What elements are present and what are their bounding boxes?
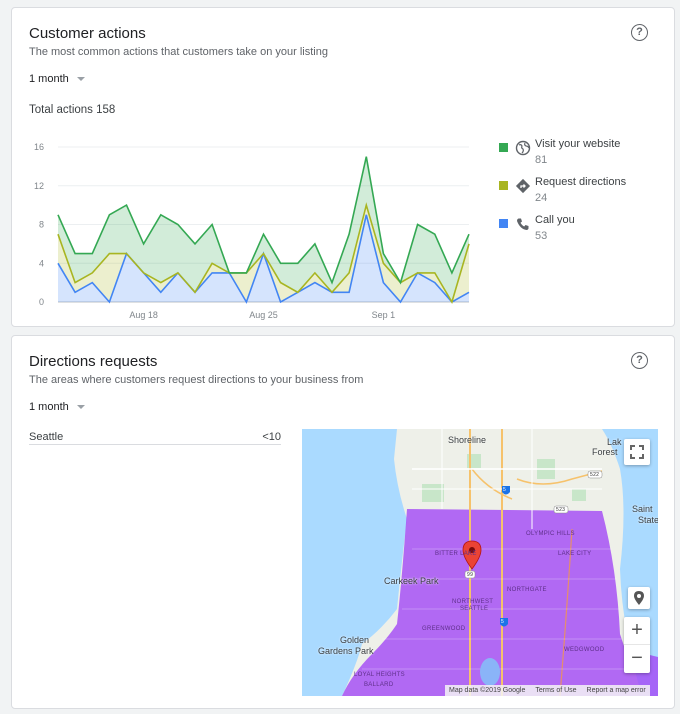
city-row: Seattle <10 [29,430,281,445]
route-522-shield [587,470,603,479]
city-count: <10 [262,431,281,443]
map-label-northwest-seattle-2: SEATTLE [460,606,489,612]
route-523-shield [553,505,569,514]
help-icon[interactable]: ? [631,352,648,369]
legend-item-call: Call you 53 [499,214,669,252]
phone-icon [517,218,529,230]
legend-swatch [499,181,508,190]
map-label-golden-gardens: Golden [340,635,370,645]
card-subtitle: The areas where customers request direct… [29,374,364,386]
map-label-northgate: NORTHGATE [507,587,547,593]
map-label-olympic-hills: OLYMPIC HILLS [526,531,575,537]
report-map-error-link[interactable]: Report a map error [586,687,646,694]
card-title: Customer actions [29,25,146,42]
series-area-visit-your-website [58,156,469,302]
zoom-controls: + − [624,617,650,673]
customer-actions-chart: 0 4 8 12 16 Aug 18 Aug 25 Sep 1 [34,142,470,320]
time-range-value: 1 month [29,401,69,413]
legend-swatch [499,219,508,228]
map-label-golden-gardens-2: Gardens Park [318,646,374,656]
terms-of-use-link[interactable]: Terms of Use [535,687,577,694]
y-tick-label: 8 [39,220,44,230]
time-range-value: 1 month [29,73,69,85]
legend-item-website: Visit your website 81 [499,138,669,176]
total-actions: Total actions 158 [29,104,116,116]
map-label-lake-forest-2: Forest [592,447,618,457]
location-pin-icon [462,540,482,570]
directions-map[interactable]: Shoreline Lak Forest Saint State Carkeek… [302,429,658,696]
my-location-button[interactable] [628,587,650,609]
us-99-shield [464,570,476,579]
us99-shield-label: 99 [467,572,474,578]
map-label-lake-forest: Lak [607,437,622,447]
y-tick-label: 12 [34,181,44,191]
zoom-in-button[interactable]: + [624,617,650,645]
map-label-loyal-heights: LOYAL HEIGHTS [354,672,405,678]
time-range-dropdown[interactable]: 1 month [29,401,85,413]
customer-actions-card: Customer actions The most common actions… [11,7,675,327]
caret-down-icon [76,405,85,410]
card-subtitle: The most common actions that customers t… [29,46,328,58]
fullscreen-icon [630,445,644,459]
x-tick-label: Sep 1 [372,310,396,320]
map-data-attribution: Map data ©2019 Google [449,687,526,694]
map-label-bitter-lake: BITTER LAKE [435,551,477,557]
map-label-wedgwood: WEDGWOOD [564,647,605,653]
help-icon[interactable]: ? [631,24,648,41]
zoom-out-button[interactable]: − [631,647,643,669]
map-label-shoreline: Shoreline [448,435,487,445]
legend-item-directions: Request directions 24 [499,176,669,214]
map-label-state: State [638,515,658,525]
y-tick-label: 4 [39,258,44,268]
map-base [342,429,658,696]
y-tick-label: 16 [34,142,44,152]
series-area-call-you [58,214,469,302]
interstate-5-shield-south [500,618,508,627]
map-label-carkeek-park: Carkeek Park [384,576,439,586]
map-footer: Map data ©2019 Google Terms of Use Repor… [445,685,650,696]
r522-shield-label: 522 [590,472,600,478]
y-tick-label: 0 [39,297,44,307]
time-range-dropdown[interactable]: 1 month [29,73,85,85]
map-pin-icon [634,591,644,605]
r523-shield-label: 523 [556,507,566,513]
legend-value: 81 [535,154,548,166]
map-label-lake-city: LAKE CITY [558,551,592,557]
i5-shield-label: 5 [503,487,507,493]
chart-legend: Visit your website 81 Request directions… [499,138,669,252]
legend-label: Visit your website [535,138,621,150]
i5-shield-label-south: 5 [501,619,505,625]
directions-requests-card: Directions requests The areas where cust… [11,335,675,709]
globe-icon [515,140,531,156]
map-label-ballard: BALLARD [364,682,394,688]
city-name: Seattle [29,431,64,443]
directions-heat-region [342,509,658,696]
fullscreen-button[interactable] [624,439,650,465]
directions-icon [515,178,531,194]
legend-swatch [499,143,508,152]
x-tick-label: Aug 18 [129,310,158,320]
legend-label: Request directions [535,176,627,188]
series-line-visit-your-website [57,156,470,285]
card-title: Directions requests [29,353,158,370]
map-label-northwest-seattle: NORTHWEST [452,599,494,605]
map-label-greenwood: GREENWOOD [422,626,466,632]
legend-label: Call you [535,214,575,226]
legend-value: 53 [535,230,548,242]
caret-down-icon [76,77,85,82]
x-tick-label: Aug 25 [249,310,278,320]
legend-value: 24 [535,192,548,204]
map-label-saint: Saint [632,504,653,514]
interstate-5-shield [502,486,510,495]
